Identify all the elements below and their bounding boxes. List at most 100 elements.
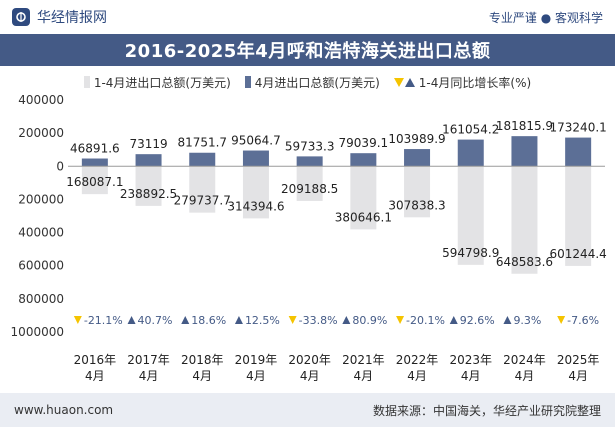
x-tick-label-month: 4月 — [300, 369, 320, 383]
legend-swatch-monthly — [244, 76, 251, 88]
cumulative-bars — [81, 166, 592, 274]
x-tick-label-month: 4月 — [461, 369, 481, 383]
monthly-value-label: 81751.7 — [177, 136, 227, 150]
monthly-bars — [81, 136, 592, 167]
y-tick-label: 1000000 — [11, 325, 64, 339]
y-tick-label: 600000 — [18, 259, 64, 273]
cumulative-bar — [135, 166, 162, 206]
cumulative-bar — [511, 166, 538, 274]
monthly-value-label: 59733.3 — [285, 139, 335, 153]
growth-markers: -21.1% 40.7% 18.6% 12.5% -33.8% 80.9% -20.1% 92… — [73, 314, 599, 327]
growth-rate-label: 9.3% — [513, 314, 541, 327]
cumulative-value-label: 648583.6 — [496, 255, 553, 269]
growth-rate-label: 12.5% — [245, 314, 280, 327]
y-tick-label: 400000 — [18, 226, 64, 240]
monthly-value-label: 181815.9 — [496, 119, 553, 133]
cumulative-bar — [296, 166, 323, 201]
brand-logo-icon — [12, 8, 30, 26]
x-tick-label-month: 4月 — [85, 369, 105, 383]
monthly-bar — [81, 158, 108, 167]
legend: 1-4月进出口总额(万美元) 4月进出口总额(万美元) 1-4月同比增长率(%) — [0, 72, 615, 92]
y-tick-label: 400000 — [18, 93, 64, 107]
monthly-bar — [189, 152, 216, 167]
footer-site: www.huaon.com — [14, 403, 114, 417]
y-tick-label: 0 — [56, 159, 64, 173]
growth-down-triangle-icon — [557, 316, 566, 324]
x-tick-label-year: 2017年 — [127, 353, 170, 367]
monthly-value-label: 79039.1 — [339, 136, 389, 150]
x-tick-label-year: 2024年 — [503, 353, 546, 367]
x-tick-label-year: 2018年 — [181, 353, 224, 367]
growth-up-triangle-icon — [503, 316, 512, 324]
legend-item-growth: 1-4月同比增长率(%) — [393, 74, 532, 91]
monthly-bar — [242, 150, 269, 167]
legend-label-cumulative: 1-4月进出口总额(万美元) — [93, 75, 231, 90]
cumulative-bar — [189, 166, 216, 213]
monthly-bar — [511, 136, 538, 167]
cumulative-bar — [81, 166, 108, 195]
cumulative-bar — [565, 166, 592, 266]
growth-up-triangle-icon — [127, 316, 136, 324]
cumulative-value-label: 238892.5 — [120, 187, 177, 201]
growth-up-triangle-icon — [449, 316, 458, 324]
x-tick-label-month: 4月 — [568, 369, 588, 383]
tagline: 专业严谨 ● 客观科学 — [488, 10, 603, 25]
x-tick-label-year: 2016年 — [74, 353, 117, 367]
cumulative-value-label: 168087.1 — [66, 175, 123, 189]
monthly-bar — [296, 156, 323, 167]
footer: www.huaon.com 数据来源：中国海关，华经产业研究院整理 — [0, 393, 615, 427]
monthly-value-label: 95064.7 — [231, 134, 281, 148]
growth-rate-label: 92.6% — [460, 314, 495, 327]
cumulative-value-label: 314394.6 — [227, 199, 284, 213]
x-tick-label-month: 4月 — [139, 369, 159, 383]
cumulative-value-label: 594798.9 — [442, 246, 499, 260]
x-tick-label-month: 4月 — [407, 369, 427, 383]
top-bar: 华经情报网 专业严谨 ● 客观科学 — [0, 0, 615, 34]
growth-rate-label: -7.6% — [567, 314, 599, 327]
x-tick-label-year: 2019年 — [235, 353, 278, 367]
data-labels: 46891.6 168087.1 73119 238892.5 81751.7 27973… — [66, 119, 607, 269]
cumulative-bar — [242, 166, 269, 219]
growth-down-triangle-icon — [73, 316, 82, 324]
chart-title: 2016-2025年4月呼和浩特海关进出口总额 — [124, 41, 491, 62]
legend-up-triangle-icon — [404, 77, 415, 87]
legend-item-monthly: 4月进出口总额(万美元) — [244, 74, 380, 91]
monthly-bar — [457, 139, 484, 167]
cumulative-value-label: 380646.1 — [335, 210, 392, 224]
x-tick-label-year: 2020年 — [288, 353, 331, 367]
growth-up-triangle-icon — [181, 316, 190, 324]
x-tick-label-year: 2021年 — [342, 353, 385, 367]
legend-item-cumulative: 1-4月进出口总额(万美元) — [83, 74, 231, 91]
growth-down-triangle-icon — [396, 316, 405, 324]
brand-name: 华经情报网 — [37, 10, 107, 26]
growth-rate-label: -21.1% — [84, 314, 123, 327]
x-tick-label-month: 4月 — [246, 369, 266, 383]
growth-up-triangle-icon — [342, 316, 351, 324]
title-bar: 2016-2025年4月呼和浩特海关进出口总额 — [0, 34, 615, 66]
monthly-value-label: 73119 — [129, 137, 167, 151]
monthly-value-label: 161054.2 — [442, 123, 499, 137]
x-tick-label-year: 2023年 — [449, 353, 492, 367]
monthly-bar — [565, 137, 592, 167]
growth-rate-label: 80.9% — [352, 314, 387, 327]
y-tick-label: 200000 — [18, 192, 64, 206]
legend-label-growth: 1-4月同比增长率(%) — [418, 75, 532, 90]
cumulative-bar — [457, 166, 484, 265]
x-tick-label-month: 4月 — [354, 369, 374, 383]
legend-label-monthly: 4月进出口总额(万美元) — [254, 75, 380, 90]
legend-down-triangle-icon — [393, 77, 404, 87]
monthly-bar — [350, 153, 377, 167]
growth-rate-label: 40.7% — [138, 314, 173, 327]
y-tick-label: 200000 — [18, 126, 64, 140]
monthly-bar — [404, 149, 431, 167]
axes: 400000 200000 0 200000 400000 600000 800000 100… — [11, 93, 605, 383]
x-tick-label-year: 2025年 — [557, 353, 600, 367]
monthly-value-label: 173240.1 — [550, 121, 607, 135]
cumulative-value-label: 209188.5 — [281, 182, 338, 196]
monthly-value-label: 46891.6 — [70, 142, 120, 156]
x-tick-label-month: 4月 — [515, 369, 535, 383]
cumulative-bar — [404, 166, 431, 218]
growth-down-triangle-icon — [288, 316, 297, 324]
growth-rate-label: -20.1% — [406, 314, 445, 327]
